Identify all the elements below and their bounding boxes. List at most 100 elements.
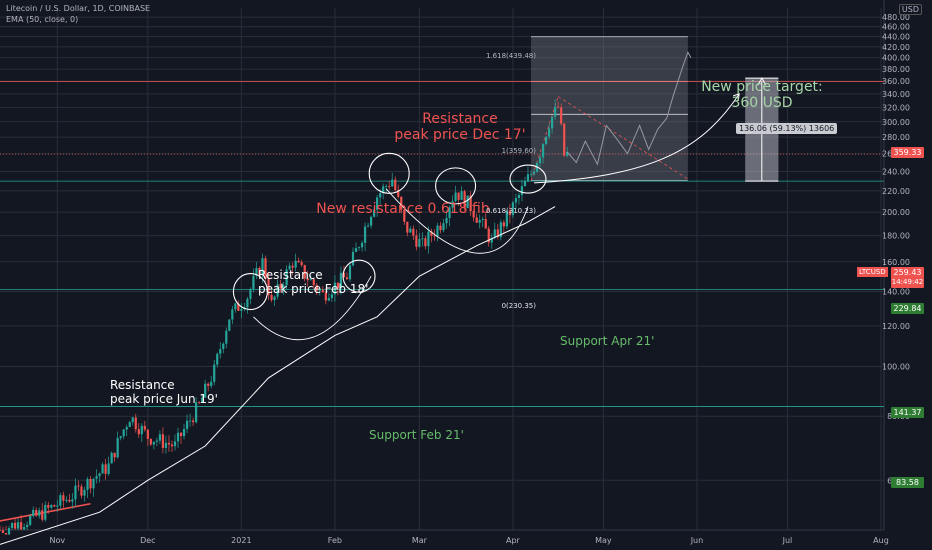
candle-body xyxy=(182,428,186,437)
candle-body xyxy=(59,495,62,506)
candle-body xyxy=(170,444,174,447)
candle-body xyxy=(526,174,530,182)
candle-body xyxy=(164,442,168,448)
annotation-resistance-jun19: Resistance peak price Jun 19' xyxy=(110,378,218,406)
candle-body xyxy=(330,294,333,299)
candle-body xyxy=(517,195,521,198)
candle-body xyxy=(68,499,71,502)
level-badge-current: 259.43 xyxy=(891,267,924,278)
candle-body xyxy=(249,289,252,299)
candle-body xyxy=(264,258,267,279)
candle-body xyxy=(345,277,349,280)
candle-body xyxy=(7,527,11,535)
candle-body xyxy=(146,429,149,439)
measure-label[interactable]: 136.06 (59.13%) 13606 xyxy=(736,123,838,134)
candle-body xyxy=(74,485,77,500)
x-tick-label: Jul xyxy=(782,536,793,545)
candle-body xyxy=(198,402,201,404)
y-tick-label: 440.00 xyxy=(882,32,910,41)
candle-body xyxy=(306,278,309,281)
resistance-circle xyxy=(368,152,410,194)
y-tick-label: 200.00 xyxy=(882,208,910,217)
candle-body xyxy=(23,527,26,530)
candle-body xyxy=(487,228,490,243)
candle-body xyxy=(538,157,542,164)
candle-body xyxy=(80,486,83,496)
candle-body xyxy=(454,192,457,202)
candle-body xyxy=(499,222,502,238)
candle-body xyxy=(472,211,475,218)
symbol-title: Litecoin / U.S. Dollar, 1D, COINBASE xyxy=(6,4,151,13)
candle-body xyxy=(65,499,68,501)
candle-body xyxy=(50,505,53,508)
candle-body xyxy=(4,532,8,535)
candle-body xyxy=(179,432,183,437)
candle-body xyxy=(191,420,195,423)
candle-body xyxy=(333,282,336,295)
candle-body xyxy=(403,209,406,222)
x-tick-label: Feb xyxy=(328,536,342,545)
candle-body xyxy=(342,272,346,278)
candle-body xyxy=(541,144,545,158)
y-tick-label: 360.00 xyxy=(882,77,910,86)
candle-body xyxy=(397,189,400,197)
x-tick-label: Jun xyxy=(690,536,704,545)
candle-body xyxy=(0,530,2,531)
candle-body xyxy=(400,196,403,210)
candle-body xyxy=(379,193,382,198)
candle-body xyxy=(213,364,216,382)
candle-body xyxy=(32,509,35,516)
candle-body xyxy=(373,209,376,217)
candle-body xyxy=(529,173,533,175)
candle-body xyxy=(119,436,122,439)
candle-body xyxy=(469,195,472,212)
candle-body xyxy=(424,238,427,247)
candle-body xyxy=(279,284,282,288)
candle-body xyxy=(204,383,207,398)
ema50-line xyxy=(0,206,556,545)
candle-body xyxy=(155,440,158,442)
candle-body xyxy=(258,267,261,276)
candle-body xyxy=(551,116,554,129)
currency-badge[interactable]: USD xyxy=(898,4,922,15)
candle-body xyxy=(351,251,355,266)
candle-body xyxy=(463,191,466,209)
candle-body xyxy=(324,292,327,301)
candle-body xyxy=(234,303,237,310)
candle-body xyxy=(86,479,89,490)
candle-body xyxy=(89,479,92,489)
candle-body xyxy=(276,284,279,297)
candle-body xyxy=(294,260,297,268)
candle-body xyxy=(563,123,566,156)
indicator-label: EMA (50, close, 0) xyxy=(6,15,79,24)
candle-body xyxy=(490,237,493,243)
candle-body xyxy=(83,489,86,496)
y-tick-label: 140.00 xyxy=(882,288,910,297)
candle-body xyxy=(309,279,312,281)
level-badge-141: 141.37 xyxy=(891,407,924,418)
candle-body xyxy=(357,247,361,249)
candle-body xyxy=(56,505,59,507)
candle-body xyxy=(137,429,140,435)
y-tick-label: 220.00 xyxy=(882,187,910,196)
candle-body xyxy=(475,217,478,223)
candle-body xyxy=(201,397,204,403)
candle-body xyxy=(26,524,29,528)
candle-body xyxy=(270,294,273,301)
candle-body xyxy=(448,207,451,218)
candle-body xyxy=(442,223,445,231)
candle-body xyxy=(216,353,219,365)
candle-body xyxy=(557,106,560,108)
candle-body xyxy=(385,186,388,188)
candle-body xyxy=(222,343,225,350)
candle-body xyxy=(44,505,47,520)
candle-body xyxy=(354,248,358,252)
y-tick-label: 320.00 xyxy=(882,103,910,112)
annotation-support-apr21: Support Apr 21' xyxy=(560,334,655,348)
y-tick-label: 460.00 xyxy=(882,23,910,32)
candle-body xyxy=(348,265,352,280)
fib-label-1618: 1.618(439.48) xyxy=(486,52,536,60)
candle-body xyxy=(47,505,50,508)
x-tick-label: Dec xyxy=(140,536,155,545)
